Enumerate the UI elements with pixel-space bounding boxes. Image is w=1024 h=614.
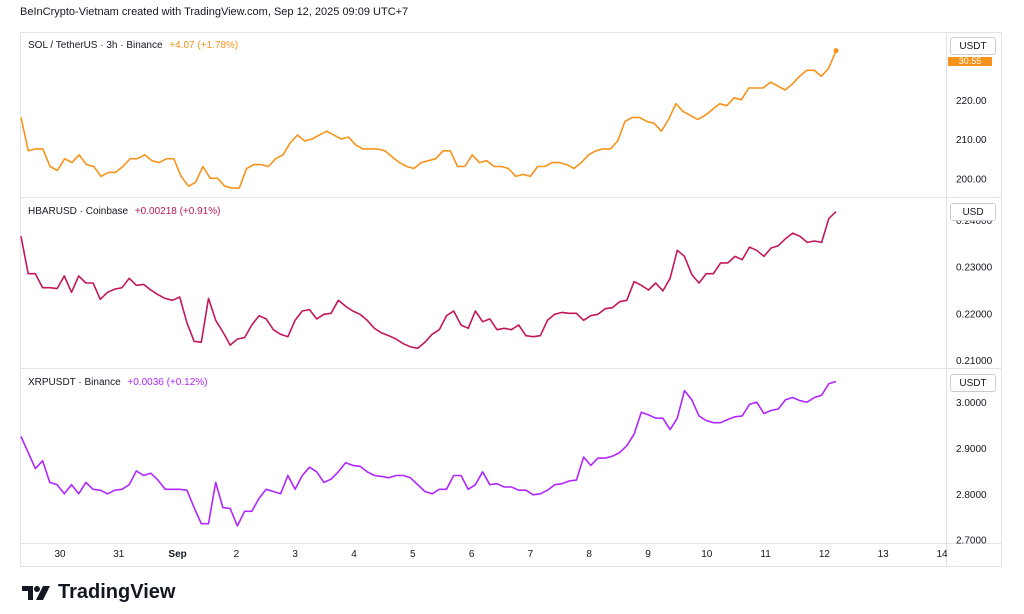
- chart-frame[interactable]: [20, 32, 1002, 567]
- unit-selector-sol[interactable]: USDT: [950, 37, 996, 55]
- x-tick-label: 8: [586, 549, 592, 560]
- x-tick-label: 9: [645, 549, 651, 560]
- y-tick-label: 210.00: [956, 135, 987, 146]
- x-tick-label: 10: [701, 549, 713, 560]
- x-tick-label: 7: [528, 549, 534, 560]
- pane-label-hbar: HBARUSD · Coinbase +0.00218 (+0.91%): [28, 206, 220, 217]
- y-tick-label: 2.8000: [956, 490, 987, 501]
- chart-attribution: BeInCrypto-Vietnam created with TradingV…: [20, 6, 409, 18]
- x-tick-label: 31: [113, 549, 125, 560]
- y-tick-label: 220.00: [956, 96, 987, 107]
- x-tick-label: 14: [936, 549, 948, 560]
- y-tick-label: 0.21000: [956, 356, 993, 367]
- pane-change: +0.0036 (+0.12%): [127, 377, 208, 388]
- x-tick-label: 30: [54, 549, 66, 560]
- pane-title: XRPUSDT · Binance: [28, 377, 121, 388]
- x-tick-label: 4: [351, 549, 357, 560]
- unit-selector-hbar[interactable]: USD: [950, 203, 996, 221]
- pane-label-xrp: XRPUSDT · Binance +0.0036 (+0.12%): [28, 377, 207, 388]
- y-tick-label: 2.7000: [956, 536, 987, 547]
- tradingview-logo[interactable]: TradingView: [22, 581, 175, 604]
- y-tick-label: 0.24000: [956, 216, 993, 227]
- pane-change: +0.00218 (+0.91%): [134, 206, 221, 217]
- x-tick-label: 11: [760, 549, 771, 560]
- last-price-tag-sol: 30.55: [948, 57, 992, 66]
- series-line-sol: [20, 50, 837, 189]
- last-point-marker: [833, 48, 839, 54]
- x-tick-label: 6: [469, 549, 475, 560]
- pane-title: HBARUSD · Coinbase: [28, 206, 129, 217]
- y-tick-label: 200.00: [956, 174, 987, 185]
- y-tick-label: 2.9000: [956, 444, 987, 455]
- x-tick-label: Sep: [168, 549, 186, 560]
- pane-change: +4.07 (+1.78%): [169, 40, 239, 51]
- x-tick-label: 12: [819, 549, 831, 560]
- x-tick-label: 5: [410, 549, 416, 560]
- series-line-hbar: [20, 211, 837, 350]
- series-line-xrp: [20, 380, 837, 527]
- y-tick-label: 0.22000: [956, 309, 993, 320]
- pane-label-sol: SOL / TetherUS · 3h · Binance +4.07 (+1.…: [28, 40, 238, 51]
- unit-selector-xrp[interactable]: USDT: [950, 374, 996, 392]
- y-tick-label: 3.0000: [956, 398, 987, 409]
- x-tick-label: 3: [292, 549, 298, 560]
- brand-name: TradingView: [58, 581, 176, 603]
- x-tick-label: 13: [878, 549, 890, 560]
- tradingview-logo-icon: [22, 585, 50, 600]
- y-tick-label: 0.23000: [956, 263, 993, 274]
- x-tick-label: 2: [234, 549, 240, 560]
- pane-title: SOL / TetherUS · 3h · Binance: [28, 40, 163, 51]
